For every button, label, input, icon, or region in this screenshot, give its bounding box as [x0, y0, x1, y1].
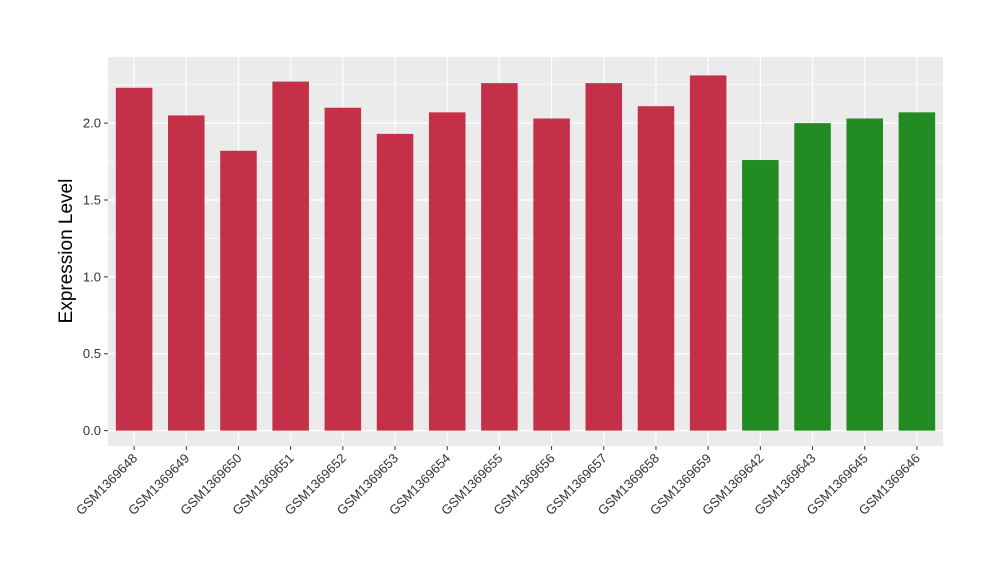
bar [376, 133, 414, 431]
y-tick-label: 2.0 [83, 116, 101, 131]
x-axis: GSM1369648GSM1369649GSM1369650GSM1369651… [73, 446, 923, 518]
bar [585, 83, 623, 431]
bar [898, 112, 936, 431]
bar [220, 150, 257, 431]
y-tick-label: 1.0 [83, 269, 101, 284]
bar [115, 87, 153, 431]
bar [689, 75, 727, 431]
bar [742, 160, 779, 431]
y-tick-label: 1.5 [83, 192, 101, 207]
y-axis: 0.0 0.5 1.0 1.5 2.0 [83, 116, 108, 438]
bar [637, 106, 675, 431]
bar [168, 115, 205, 431]
bars [115, 75, 936, 431]
bar [428, 112, 466, 431]
bar [846, 118, 883, 431]
y-tick-label: 0.0 [83, 423, 101, 438]
bar [794, 123, 831, 431]
y-axis-title: Expression Level [56, 179, 77, 324]
y-tick-label: 0.5 [83, 346, 101, 361]
bar [272, 81, 309, 431]
bar [324, 107, 362, 431]
bar [533, 118, 570, 431]
bar [481, 83, 518, 431]
